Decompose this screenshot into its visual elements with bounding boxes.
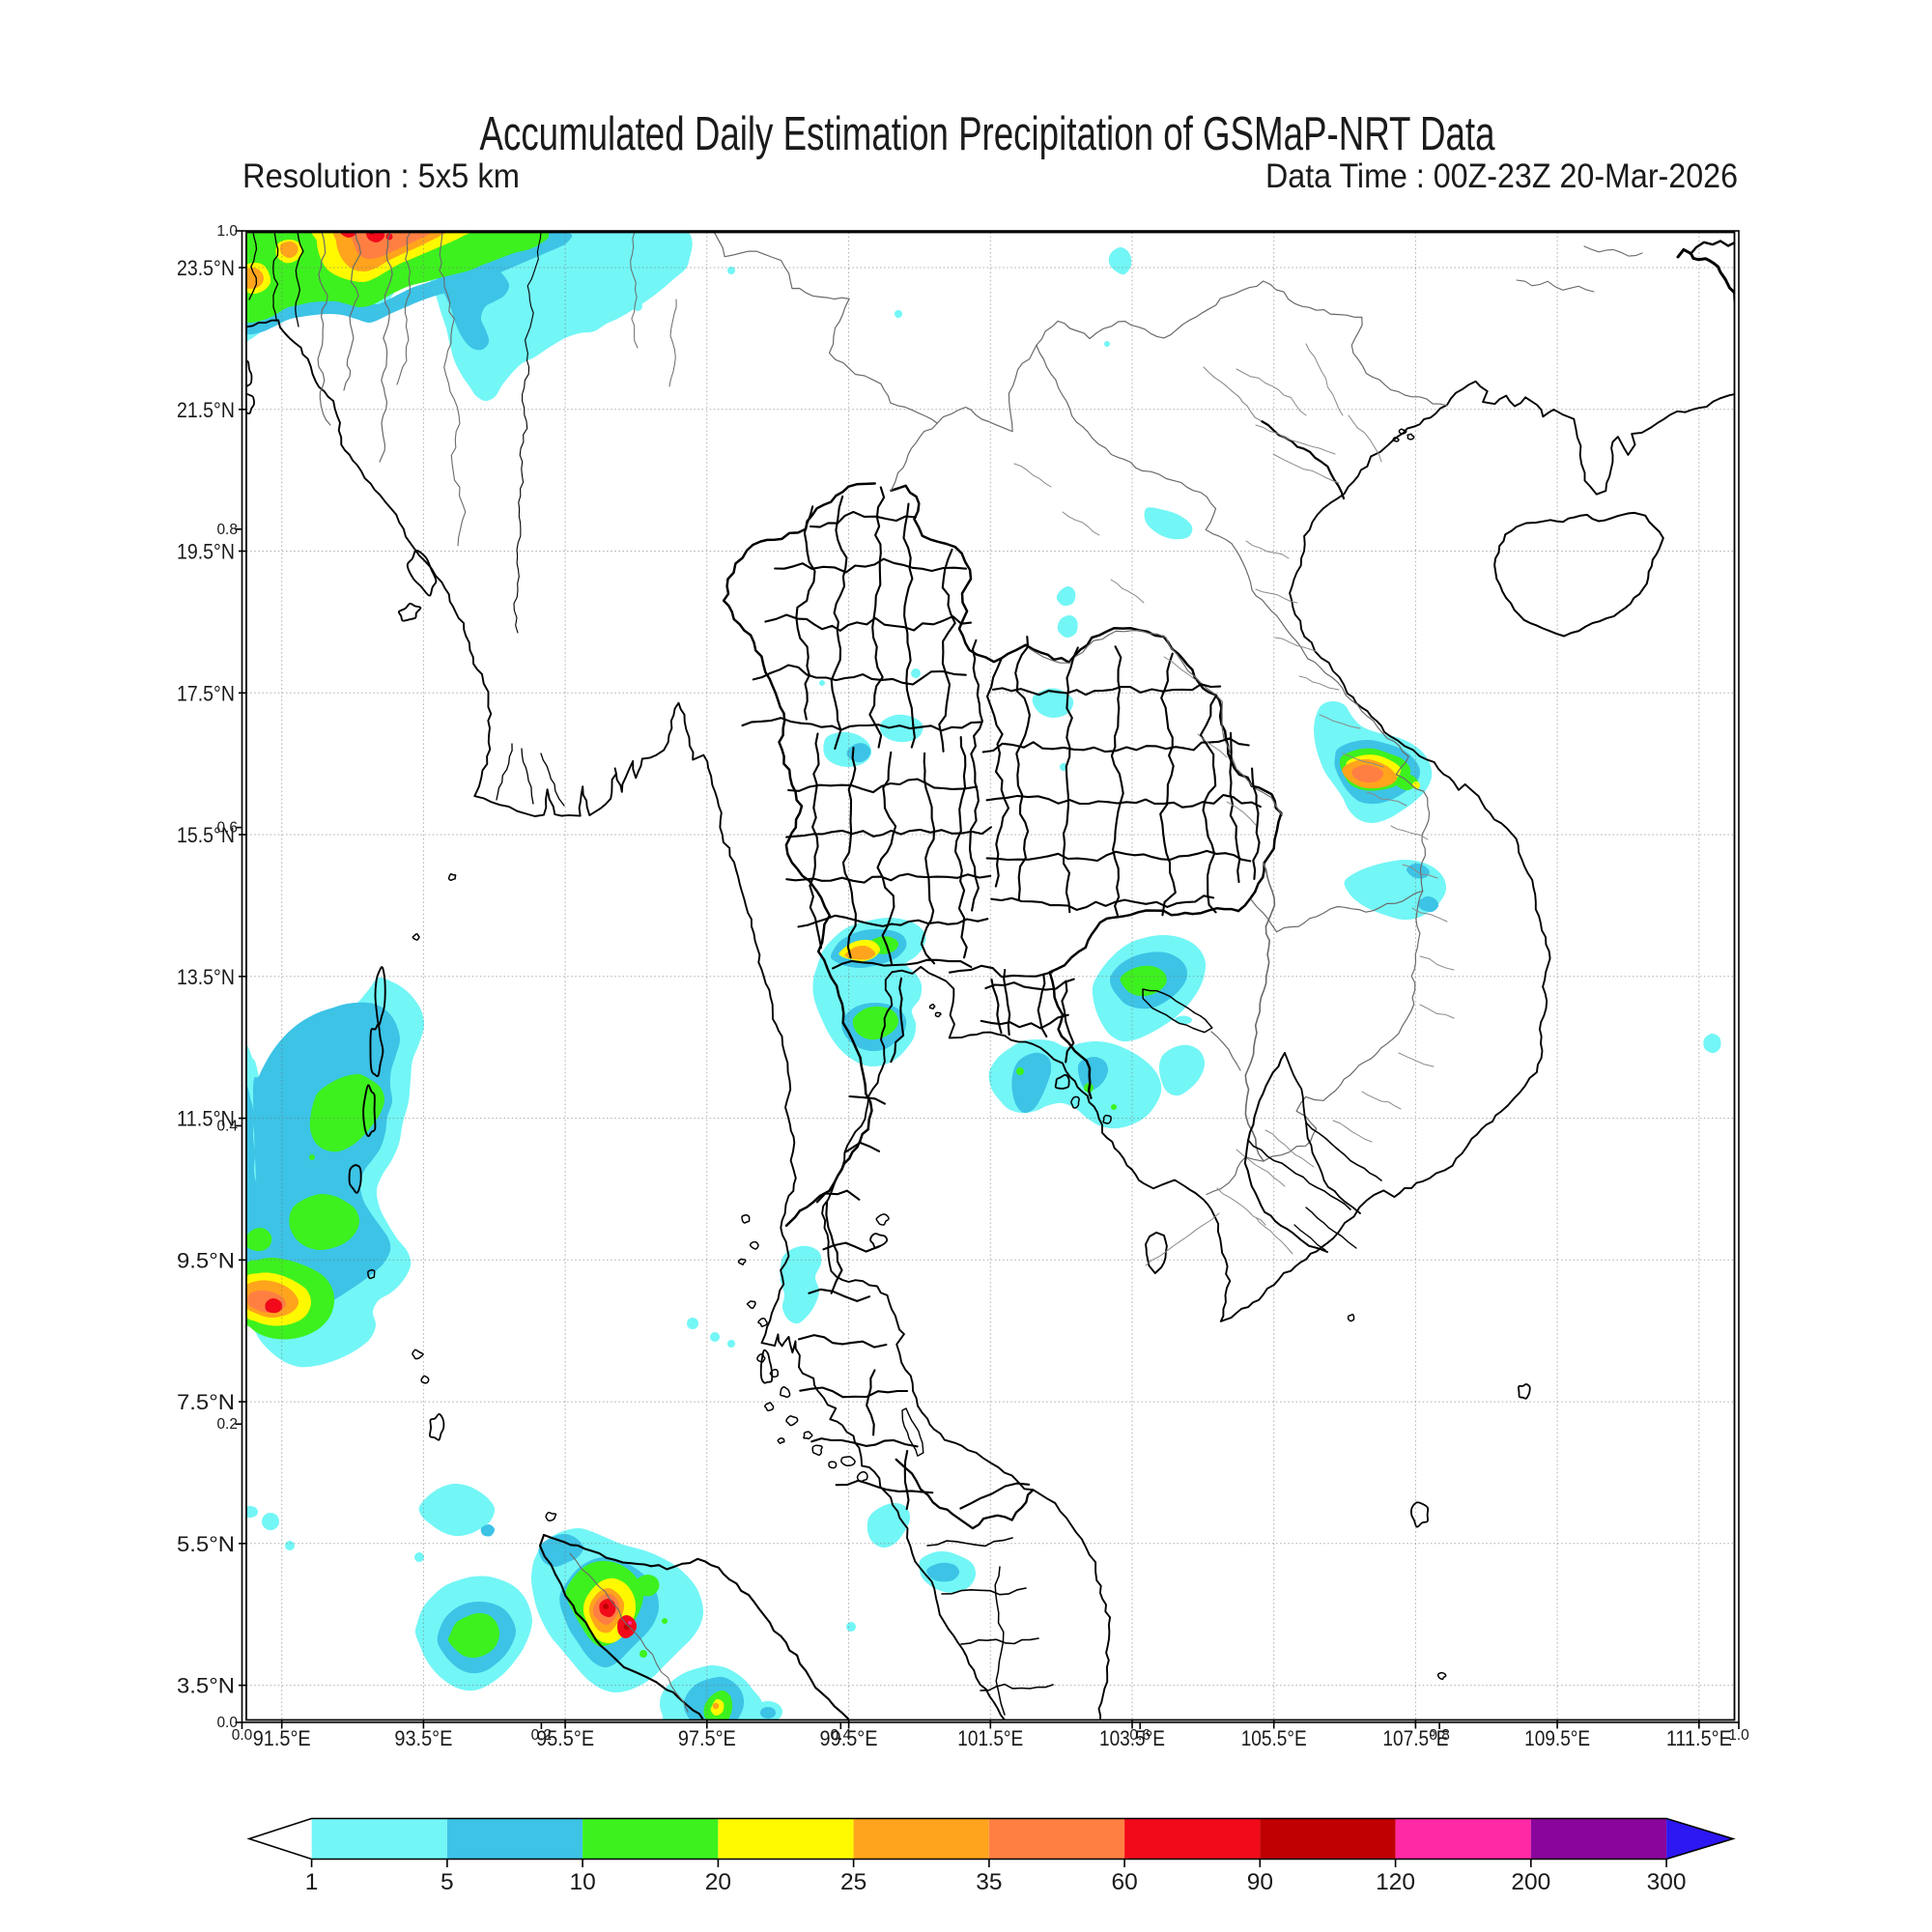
- svg-text:Resolution : 5x5 km: Resolution : 5x5 km: [242, 157, 520, 195]
- svg-text:0.2: 0.2: [216, 1416, 238, 1433]
- svg-text:120: 120: [1376, 1869, 1415, 1895]
- svg-text:99.5°E: 99.5°E: [820, 1726, 878, 1750]
- svg-text:Accumulated Daily Estimation P: Accumulated Daily Estimation Precipitati…: [480, 108, 1496, 160]
- svg-text:21.5°N: 21.5°N: [177, 398, 235, 422]
- svg-text:7.5°N: 7.5°N: [177, 1390, 235, 1414]
- svg-text:93.5°E: 93.5°E: [394, 1726, 452, 1750]
- svg-text:97.5°E: 97.5°E: [678, 1726, 736, 1750]
- svg-text:105.5°E: 105.5°E: [1241, 1726, 1307, 1750]
- svg-text:91.5°E: 91.5°E: [253, 1726, 311, 1750]
- svg-text:200: 200: [1511, 1869, 1550, 1895]
- svg-text:5: 5: [440, 1869, 454, 1895]
- svg-text:0.6: 0.6: [1129, 1727, 1151, 1744]
- svg-text:19.5°N: 19.5°N: [177, 540, 235, 564]
- svg-text:60: 60: [1111, 1869, 1137, 1895]
- svg-text:111.5°E: 111.5°E: [1666, 1726, 1732, 1750]
- svg-text:3.5°N: 3.5°N: [177, 1674, 235, 1698]
- svg-text:Data Time : 00Z-23Z 20-Mar-202: Data Time : 00Z-23Z 20-Mar-2026: [1265, 157, 1738, 195]
- svg-text:20: 20: [705, 1869, 731, 1895]
- svg-text:9.5°N: 9.5°N: [177, 1248, 235, 1272]
- svg-text:25: 25: [840, 1869, 867, 1895]
- svg-text:0.0: 0.0: [216, 1715, 238, 1731]
- svg-text:5.5°N: 5.5°N: [177, 1532, 235, 1556]
- svg-text:90: 90: [1247, 1869, 1273, 1895]
- svg-text:15.5°N: 15.5°N: [177, 823, 235, 847]
- svg-text:0.4: 0.4: [831, 1727, 852, 1744]
- svg-text:101.5°E: 101.5°E: [957, 1726, 1023, 1750]
- svg-text:0.2: 0.2: [531, 1727, 553, 1744]
- svg-text:0.8: 0.8: [216, 522, 238, 538]
- svg-text:1.0: 1.0: [216, 223, 238, 240]
- svg-text:0.4: 0.4: [216, 1118, 238, 1134]
- svg-text:1: 1: [305, 1869, 319, 1895]
- svg-text:1.0: 1.0: [1728, 1727, 1749, 1744]
- svg-text:11.5°N: 11.5°N: [177, 1107, 235, 1131]
- svg-text:103.5°E: 103.5°E: [1099, 1726, 1165, 1750]
- svg-text:23.5°N: 23.5°N: [177, 256, 235, 280]
- svg-text:95.5°E: 95.5°E: [536, 1726, 594, 1750]
- svg-text:13.5°N: 13.5°N: [177, 965, 235, 989]
- svg-text:107.5°E: 107.5°E: [1382, 1726, 1448, 1750]
- svg-text:300: 300: [1647, 1869, 1687, 1895]
- svg-text:0.6: 0.6: [216, 820, 238, 837]
- svg-text:17.5°N: 17.5°N: [177, 681, 235, 705]
- svg-text:109.5°E: 109.5°E: [1524, 1726, 1590, 1750]
- svg-text:0.0: 0.0: [232, 1727, 253, 1744]
- svg-text:35: 35: [976, 1869, 1002, 1895]
- svg-text:10: 10: [569, 1869, 595, 1895]
- svg-text:0.8: 0.8: [1429, 1727, 1450, 1744]
